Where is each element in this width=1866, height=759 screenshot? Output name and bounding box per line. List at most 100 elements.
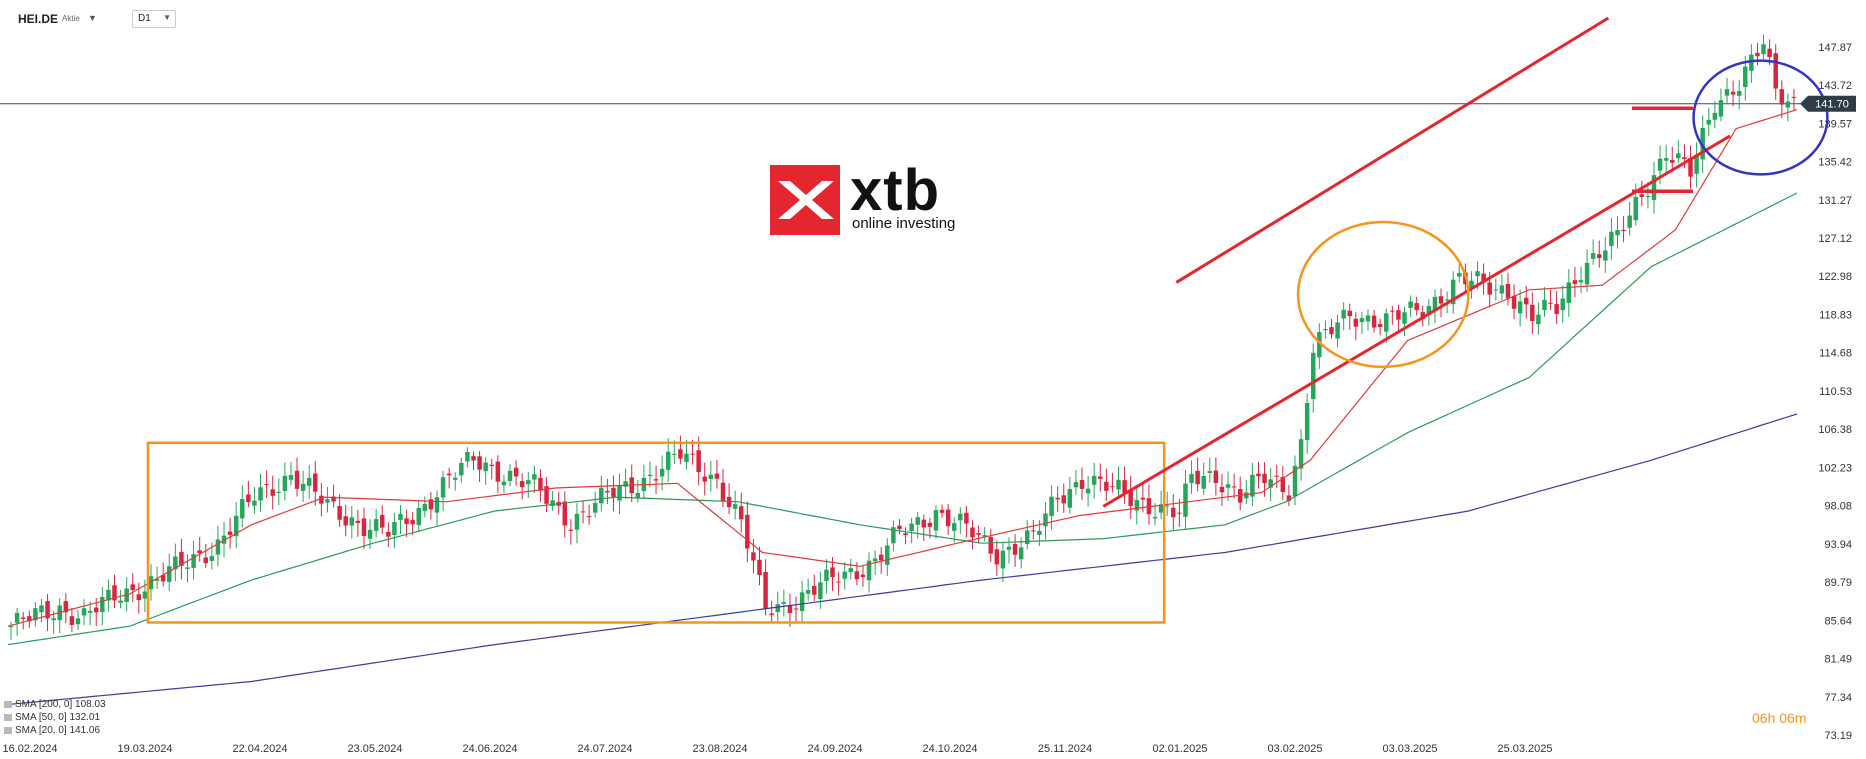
candle-body — [1749, 54, 1754, 71]
candle-body — [653, 479, 659, 481]
candle-body — [1785, 101, 1791, 108]
candle-body — [1767, 48, 1772, 58]
candle-body — [355, 520, 361, 524]
candle-body — [331, 496, 336, 502]
candle-body — [891, 527, 896, 544]
candle-body — [392, 521, 397, 535]
candle-body — [830, 567, 835, 578]
x-mark-icon — [778, 181, 834, 219]
candle-body — [1700, 127, 1705, 160]
candle-body — [1207, 471, 1213, 473]
candle-body — [100, 596, 105, 613]
candle-body — [842, 571, 847, 579]
y-tick-label: 118.83 — [1819, 309, 1852, 321]
trend-channel-line — [1102, 134, 1731, 508]
candle-body — [264, 484, 269, 486]
candle-body — [1341, 309, 1346, 319]
candle-body — [1432, 296, 1438, 310]
candle-body — [1499, 285, 1505, 294]
legend-label: SMA [20, 0] 141.06 — [15, 725, 101, 736]
candle-body — [1493, 289, 1499, 291]
candle-body — [921, 519, 927, 528]
timeframe-select[interactable]: D1 ▼ — [132, 10, 176, 28]
x-tick-label: 24.10.2024 — [922, 743, 977, 755]
candle-body — [1134, 500, 1140, 511]
candle-body — [422, 503, 428, 511]
candle-body — [1085, 488, 1091, 494]
candle-body — [1408, 301, 1413, 308]
candle-body — [1049, 496, 1054, 517]
candle-body — [519, 481, 525, 488]
legend-item[interactable]: SMA [20, 0] 141.06 — [4, 724, 106, 737]
y-tick-label: 131.27 — [1818, 195, 1852, 207]
candle-body — [1079, 480, 1085, 489]
y-tick-label: 122.98 — [1818, 271, 1852, 283]
candle-body — [1657, 158, 1663, 171]
highlight-circle — [1296, 220, 1470, 369]
candle-body — [173, 556, 178, 570]
candle-body — [958, 513, 963, 521]
current-price-label: 141.70 — [1815, 99, 1849, 111]
legend-item[interactable]: SMA [200, 0] 108.03 — [4, 698, 106, 711]
candle-body — [1426, 306, 1432, 315]
candle-body — [544, 486, 549, 504]
candle-body — [477, 456, 482, 470]
candle-body — [294, 470, 300, 489]
candle-body — [1110, 486, 1115, 488]
candle-body — [8, 626, 14, 628]
highlight-circle — [1692, 59, 1829, 176]
candle-body — [319, 495, 324, 504]
candle-body — [1061, 495, 1066, 504]
candle-body — [1201, 475, 1206, 489]
candle-body — [903, 533, 908, 536]
symbol-dropdown-icon[interactable]: ▼ — [88, 13, 97, 23]
candle-body — [878, 554, 884, 561]
candle-body — [781, 602, 787, 604]
candle-body — [1779, 89, 1785, 105]
y-tick-label: 93.94 — [1824, 539, 1852, 551]
symbol-name[interactable]: HEI.DE — [18, 12, 59, 26]
candle-body — [1055, 497, 1060, 500]
candle-body — [1274, 475, 1279, 477]
candle-body — [513, 467, 519, 477]
x-tick-label: 24.06.2024 — [462, 743, 517, 755]
candle-body — [20, 617, 26, 619]
candle-body — [1073, 482, 1079, 488]
candle-body — [136, 594, 142, 601]
trend-channel-line — [1175, 16, 1610, 284]
x-tick-label: 02.01.2025 — [1152, 743, 1207, 755]
candle-body — [33, 608, 38, 621]
x-tick-label: 23.08.2024 — [692, 743, 747, 755]
candle-body — [1755, 52, 1760, 57]
candle-body — [1292, 465, 1298, 497]
candle-body — [714, 473, 720, 479]
current-price-tag — [1800, 95, 1856, 112]
legend-item[interactable]: SMA [50, 0] 132.01 — [4, 711, 106, 724]
candle-body — [1457, 272, 1462, 277]
candle-body — [106, 589, 111, 601]
x-tick-label: 24.09.2024 — [807, 743, 862, 755]
y-tick-label: 89.79 — [1824, 577, 1852, 589]
candle-body — [1603, 250, 1608, 261]
candle-body — [404, 518, 409, 524]
candle-body — [1554, 304, 1559, 314]
candle-body — [130, 584, 135, 591]
candle-body — [1390, 310, 1395, 312]
candle-body — [1006, 546, 1012, 550]
candle-body — [337, 506, 342, 520]
timeframe-value: D1 — [138, 13, 151, 24]
candle-body — [647, 474, 653, 477]
candle-body — [112, 585, 117, 601]
candle-body — [154, 578, 160, 581]
candle-body — [1475, 271, 1480, 277]
chevron-down-icon: ▼ — [163, 13, 171, 22]
candle-body — [39, 605, 44, 613]
candle-body — [1250, 474, 1255, 497]
y-tick-label: 81.49 — [1824, 654, 1852, 666]
candle-body — [191, 554, 196, 568]
candle-body — [599, 487, 604, 504]
candle-body — [1122, 480, 1127, 494]
candle-body — [459, 462, 464, 476]
candle-body — [465, 452, 470, 462]
